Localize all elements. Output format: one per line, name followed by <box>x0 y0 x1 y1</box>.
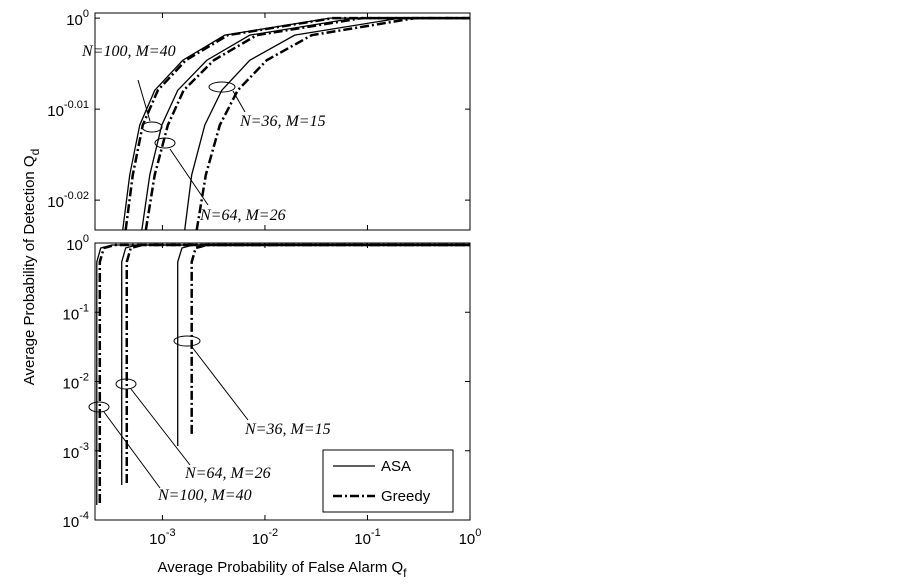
tick-label: 10-1 <box>63 302 89 323</box>
annotation: N=100, M=40 <box>157 487 252 504</box>
tick-base: 10 <box>47 194 64 211</box>
y-axis-label: Average Probability of Detection Qd <box>21 149 42 386</box>
tick-label: 10-3 <box>149 527 175 548</box>
tick-label: 100 <box>66 8 89 29</box>
legend-label: Greedy <box>381 488 431 505</box>
tick-base: 10 <box>66 237 83 254</box>
tick-base: 10 <box>63 375 80 392</box>
ellipse <box>208 81 236 93</box>
tick-exponent: -1 <box>79 302 89 314</box>
tick-exponent: -0.01 <box>64 99 89 111</box>
tick-label: 10-1 <box>354 527 380 548</box>
tick-base: 10 <box>47 103 64 120</box>
tick-base: 10 <box>459 531 476 548</box>
ellipse <box>154 137 176 149</box>
annotation: N=64, M=26 <box>184 465 271 482</box>
tick-base: 10 <box>252 531 269 548</box>
tick-label: 10-0.02 <box>47 190 89 211</box>
tick-base: 10 <box>149 531 166 548</box>
tick-exponent: -2 <box>79 371 89 383</box>
tick-exponent: 0 <box>83 8 89 20</box>
label-subscript: f <box>403 566 407 580</box>
tick-exponent: 0 <box>475 527 481 539</box>
annotation: N=36, M=15 <box>244 421 331 438</box>
label-text: Average Probability of Detection Q <box>21 155 38 385</box>
arrow <box>130 388 191 466</box>
tick-exponent: -1 <box>371 527 381 539</box>
tick-base: 10 <box>63 445 80 462</box>
label-text: Average Probability of False Alarm Q <box>157 559 403 576</box>
annotation: N=100, M=40 <box>81 43 176 60</box>
arrow <box>169 148 209 206</box>
ellipse <box>88 401 110 413</box>
arrow <box>232 90 246 113</box>
series-line <box>144 16 470 230</box>
tick-base: 10 <box>354 531 371 548</box>
tick-exponent: -4 <box>79 510 89 522</box>
legend-box <box>322 449 454 513</box>
series-line <box>98 243 470 503</box>
arrow <box>137 79 151 122</box>
series-line <box>124 16 470 230</box>
tick-exponent: -0.02 <box>64 190 89 202</box>
ellipse <box>115 378 137 390</box>
plot-area <box>94 12 471 231</box>
tick-base: 10 <box>63 514 80 531</box>
series-line <box>190 243 470 434</box>
tick-base: 10 <box>66 12 83 29</box>
x-axis-label: Average Probability of False Alarm Qf <box>157 559 407 580</box>
annotation: N=64, M=26 <box>199 207 286 224</box>
tick-label: 100 <box>66 233 89 254</box>
tick-label: 10-4 <box>63 510 89 531</box>
tick-label: 10-2 <box>252 527 278 548</box>
tick-label: 10-0.01 <box>47 99 89 120</box>
ellipse <box>173 335 201 347</box>
series-line <box>195 16 470 230</box>
tick-exponent: 0 <box>83 233 89 245</box>
annotation: N=36, M=15 <box>239 113 326 130</box>
tick-base: 10 <box>63 306 80 323</box>
tick-label: 10-2 <box>63 371 89 392</box>
arrow <box>191 346 249 421</box>
tick-exponent: -3 <box>79 441 89 453</box>
annotation-shapes <box>88 79 249 489</box>
series-line <box>184 17 470 230</box>
arrow <box>103 411 161 489</box>
tick-label: 100 <box>459 527 482 548</box>
ellipse <box>141 121 163 133</box>
label-subscript: d <box>28 149 42 156</box>
tick-exponent: -3 <box>166 527 176 539</box>
tick-label: 10-3 <box>63 441 89 462</box>
tick-exponent: -2 <box>268 527 278 539</box>
legend-label: ASA <box>381 458 411 475</box>
